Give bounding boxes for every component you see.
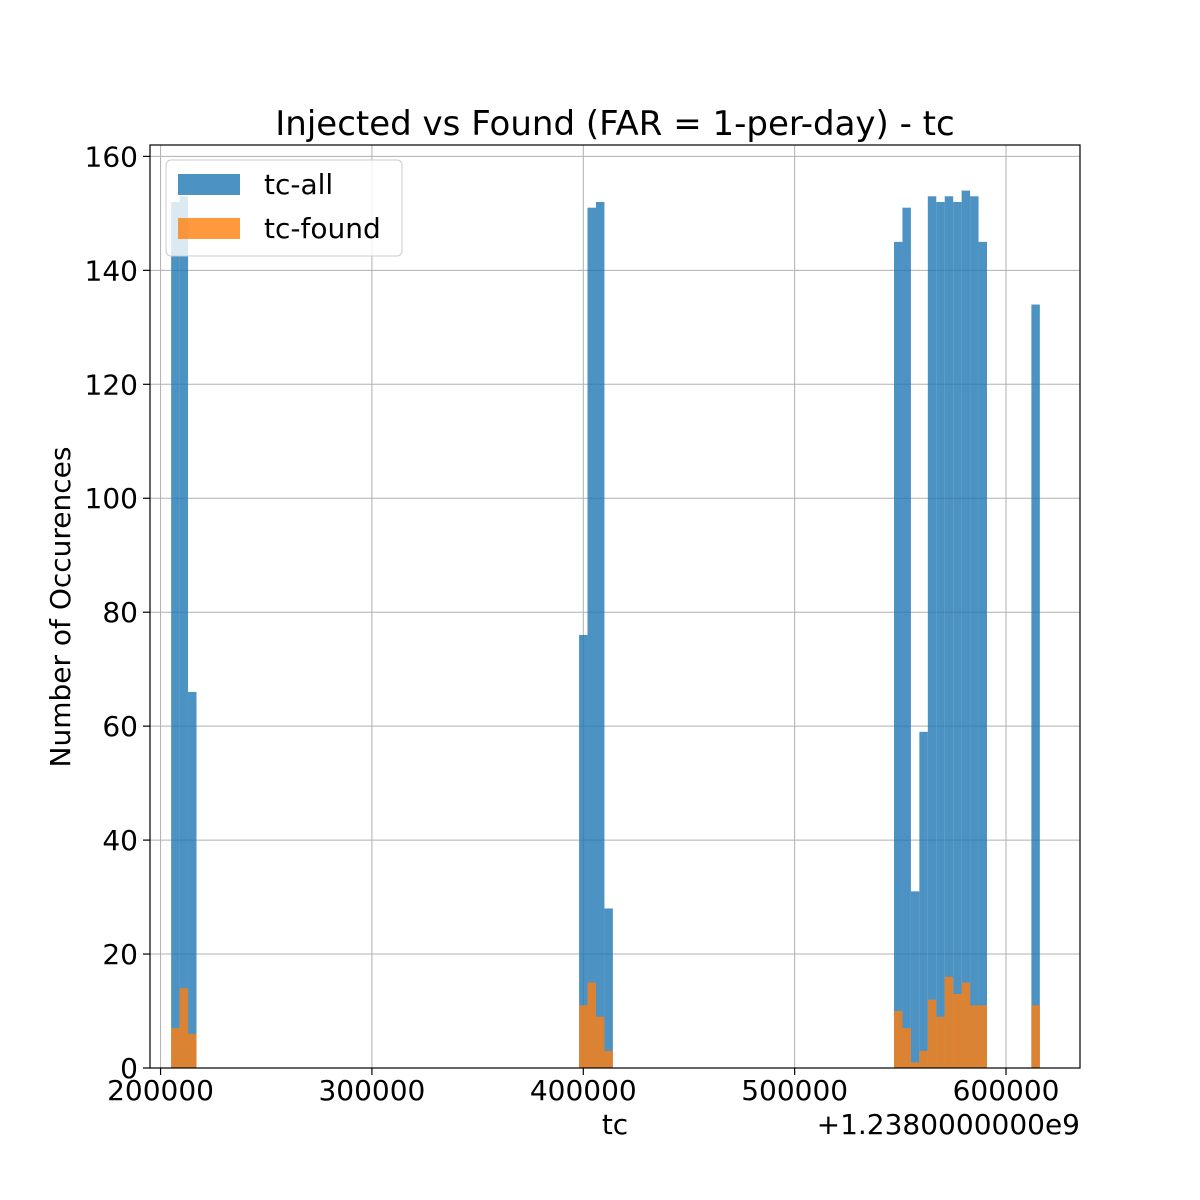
series-tc-found-bars [171, 976, 1040, 1068]
bar-tc-found [894, 1011, 903, 1068]
x-axis-offset-label: +1.2380000000e9 [817, 1108, 1080, 1141]
bar-tc-all [978, 241, 987, 1068]
y-tick-label: 120 [85, 368, 138, 401]
x-tick-label: 600000 [953, 1074, 1060, 1107]
bar-tc-found [1031, 1005, 1040, 1068]
legend: tc-all tc-found [165, 159, 403, 257]
x-tick-label: 500000 [741, 1074, 848, 1107]
bar-tc-all [604, 908, 613, 1068]
bar-tc-all [579, 634, 588, 1068]
y-tick-label: 40 [102, 824, 138, 857]
x-axis-ticks: 200000 300000 400000 500000 600000 [107, 1068, 1059, 1107]
bar-tc-found [579, 1005, 588, 1068]
x-tick-label: 400000 [530, 1074, 637, 1107]
bar-tc-found [936, 1016, 945, 1068]
y-tick-label: 0 [120, 1052, 138, 1085]
bar-tc-all [587, 207, 596, 1068]
bar-tc-found [910, 1062, 920, 1068]
legend-label-tc-all: tc-all [264, 168, 333, 201]
bar-tc-all [936, 201, 945, 1068]
bar-tc-found [587, 982, 596, 1068]
bar-tc-all [944, 196, 954, 1068]
bar-tc-all [188, 691, 197, 1068]
bar-tc-all [902, 207, 911, 1068]
bar-tc-found [927, 999, 937, 1068]
bar-tc-found [595, 1016, 605, 1068]
bar-tc-found [171, 1028, 180, 1068]
bar-tc-found [919, 1050, 928, 1068]
x-tick-label: 200000 [107, 1074, 214, 1107]
y-axis-ticks: 0 20 40 60 80 100 120 140 160 [85, 140, 150, 1085]
bar-tc-found [961, 982, 971, 1068]
y-tick-label: 80 [102, 596, 138, 629]
x-axis-label: tc [602, 1108, 628, 1141]
bar-tc-all [953, 201, 962, 1068]
y-tick-label: 20 [102, 938, 138, 971]
bar-tc-all [927, 196, 937, 1068]
bar-tc-found [944, 976, 954, 1068]
bar-tc-found [188, 1033, 197, 1068]
y-axis-label: Number of Occurences [44, 447, 77, 768]
legend-swatch-tc-all [178, 174, 240, 195]
bar-tc-found [978, 1005, 987, 1068]
bar-tc-found [179, 988, 189, 1068]
bar-tc-all [910, 891, 920, 1068]
x-tick-label: 300000 [318, 1074, 425, 1107]
bar-tc-all [961, 190, 971, 1068]
bar-tc-found [970, 1005, 979, 1068]
bar-tc-all [171, 201, 180, 1068]
series-tc-all-bars [171, 190, 1040, 1068]
legend-label-tc-found: tc-found [264, 212, 381, 245]
bar-tc-found [902, 1028, 911, 1068]
legend-swatch-tc-found [178, 218, 240, 239]
y-tick-label: 100 [85, 482, 138, 515]
bar-tc-all [970, 196, 979, 1068]
y-tick-label: 140 [85, 254, 138, 287]
plot-frame [149, 144, 1081, 1069]
bar-tc-all [894, 241, 903, 1068]
bar-tc-all [1031, 304, 1040, 1068]
bar-tc-all [179, 196, 189, 1068]
bar-tc-found [953, 993, 962, 1068]
chart-title: Injected vs Found (FAR = 1-per-day) - tc [275, 104, 954, 144]
y-tick-label: 160 [85, 140, 138, 173]
bar-tc-found [604, 1050, 613, 1068]
bar-tc-all [919, 731, 928, 1068]
y-tick-label: 60 [102, 710, 138, 743]
bar-tc-all [595, 201, 605, 1068]
